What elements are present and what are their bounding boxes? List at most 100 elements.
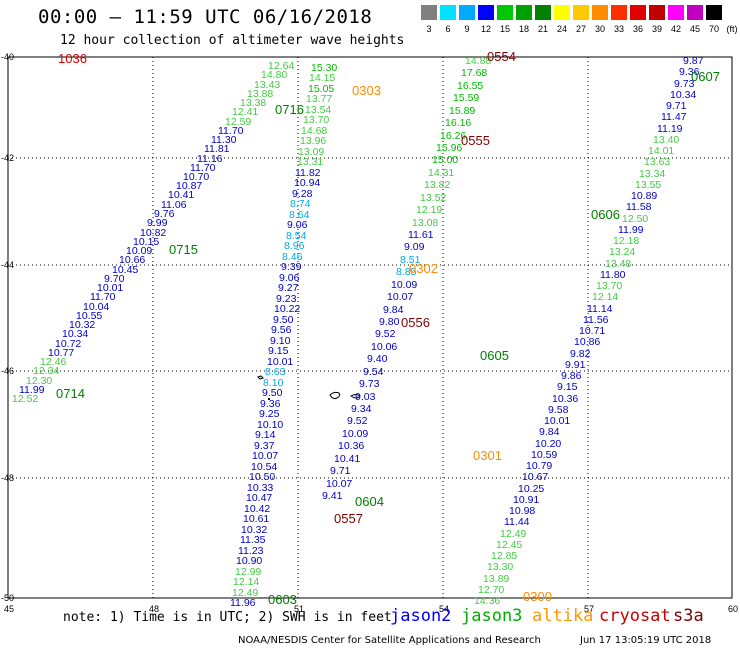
- wave-height-value: 8.74: [290, 198, 311, 210]
- satellite-name: jason3: [461, 606, 523, 626]
- wave-height-value: 13.77: [306, 93, 333, 105]
- legend-label: 39: [651, 24, 662, 34]
- legend-label: 24: [556, 24, 567, 34]
- legend-swatch: [706, 5, 722, 20]
- wave-height-value: 9.41: [322, 490, 343, 502]
- wave-height-value: 10.36: [338, 440, 365, 452]
- wave-height-value: 8.64: [289, 209, 310, 221]
- wave-height-value: 11.58: [626, 201, 652, 213]
- wave-height-value: 10.67: [522, 471, 549, 483]
- lon-label: 57: [584, 604, 595, 614]
- wave-height-value: 9.27: [278, 282, 299, 294]
- wave-height-value: 15.96: [436, 142, 463, 154]
- wave-height-value: 10.04: [83, 301, 110, 313]
- wave-height-value: 11.80: [600, 269, 626, 281]
- legend-label: 12: [480, 24, 491, 34]
- wave-height-value: 10.70: [183, 171, 210, 183]
- wave-height-value: 8.46: [282, 251, 303, 263]
- wave-height-value: 10.42: [244, 503, 271, 515]
- wave-height-value: 10.09: [126, 245, 153, 257]
- wave-height-value: 9.39: [281, 261, 302, 273]
- wave-height-value: 10.07: [326, 478, 353, 490]
- wave-height-value: 9.52: [375, 328, 396, 340]
- wave-height-value: 9.15: [557, 381, 578, 393]
- wave-height-value: 9.06: [287, 219, 308, 231]
- wave-height-value: 11.96: [230, 597, 256, 609]
- legend-swatch: [687, 5, 703, 20]
- legend-label: 70: [708, 24, 719, 34]
- wave-height-value: 9.34: [351, 403, 372, 415]
- wave-height-value: 10.86: [574, 336, 601, 348]
- wave-height-value: 9.84: [383, 304, 404, 316]
- wave-height-value: 8.54: [286, 230, 307, 242]
- wave-height-value: 9.03: [355, 391, 376, 403]
- wave-height-value: 10.09: [342, 428, 369, 440]
- wave-height-value: 11.61: [408, 229, 434, 241]
- wave-height-value: 13.54: [305, 104, 332, 116]
- lon-label: 45: [4, 604, 15, 614]
- wave-height-value: 13.30: [487, 561, 514, 573]
- wave-height-value: 10.45: [112, 264, 139, 276]
- wave-height-value: 9.80: [379, 316, 400, 328]
- wave-height-value: 11.70: [190, 162, 216, 174]
- wave-height-value: 15.05: [308, 83, 335, 95]
- wave-height-value: 10.01: [267, 356, 294, 368]
- wave-height-value: 13.31: [297, 156, 324, 168]
- wave-height-value: 9.28: [292, 188, 313, 200]
- wave-height-value: 10.07: [387, 291, 414, 303]
- wave-height-value: 13.34: [639, 168, 666, 180]
- wave-height-value: 10.82: [140, 227, 167, 239]
- wave-height-value: 10.94: [294, 177, 321, 189]
- wave-height-value: 11.16: [197, 153, 223, 165]
- wave-height-value: 11.44: [504, 516, 530, 528]
- lat-label: -46: [1, 366, 15, 376]
- wave-height-value: 10.87: [176, 180, 203, 192]
- wave-height-value: 11.70: [218, 125, 244, 137]
- wave-height-value: 11.19: [657, 123, 683, 135]
- wave-height-value: 10.55: [76, 310, 103, 322]
- wave-height-value: 15.30: [311, 62, 338, 74]
- wave-height-value: 10.89: [631, 190, 658, 202]
- wave-height-value: 10.01: [97, 282, 124, 294]
- track-label: 0300: [523, 589, 552, 604]
- wave-height-value: 10.22: [274, 303, 301, 315]
- legend-swatch: [535, 5, 551, 20]
- wave-height-value: 12.49: [500, 528, 527, 540]
- wave-height-value: 9.56: [271, 324, 292, 336]
- wave-height-value: 10.36: [552, 393, 579, 405]
- legend-label: 18: [518, 24, 529, 34]
- wave-height-value: 12.64: [268, 60, 295, 72]
- wave-height-value: 11.06: [161, 199, 187, 211]
- credit-text: NOAA/NESDIS Center for Satellite Applica…: [238, 635, 541, 646]
- legend-swatch: [497, 5, 513, 20]
- wave-height-value: 14.36: [474, 595, 501, 607]
- legend-label: 45: [689, 24, 700, 34]
- wave-height-value: 13.48: [605, 258, 632, 270]
- legend-label: 15: [499, 24, 510, 34]
- wave-height-value: 9.58: [548, 404, 569, 416]
- wave-height-value: 11.56: [583, 314, 609, 326]
- wave-height-value: 10.91: [513, 494, 540, 506]
- wave-height-value: 9.10: [270, 335, 291, 347]
- track-label: 0303: [352, 83, 381, 98]
- wave-height-value: 9.52: [347, 415, 368, 427]
- wave-height-value: 9.91: [565, 359, 586, 371]
- track-label: 0714: [56, 386, 85, 401]
- lat-label: -50: [1, 593, 15, 603]
- map-grid: [8, 57, 732, 598]
- wave-height-value: 16.16: [445, 117, 472, 129]
- wave-height-value: 10.32: [69, 319, 96, 331]
- legend-swatch: [668, 5, 684, 20]
- wave-height-value: 8.51: [400, 254, 421, 266]
- map-frame: [7, 56, 733, 599]
- wave-height-value: 8.85: [396, 266, 417, 278]
- wave-height-value: 12.19: [416, 204, 443, 216]
- track-label: 0301: [473, 448, 502, 463]
- wave-height-value: 9.36: [679, 66, 700, 78]
- wave-height-value: 10.66: [119, 254, 146, 266]
- track-label: 0605: [480, 348, 509, 363]
- wave-height-value: 10.79: [526, 460, 553, 472]
- wave-height-value: 10.09: [391, 279, 418, 291]
- wave-height-value: 10.59: [531, 449, 558, 461]
- track-label: 0554: [487, 49, 516, 64]
